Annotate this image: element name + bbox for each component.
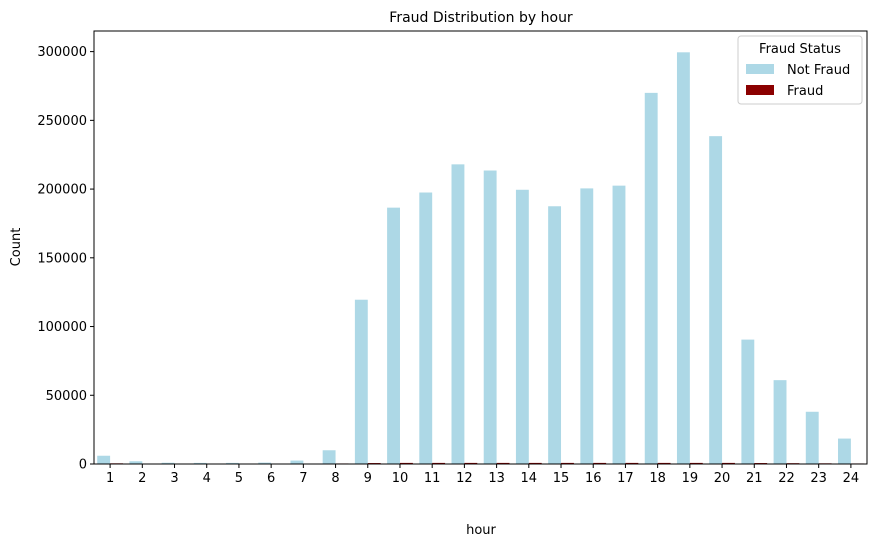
legend-title: Fraud Status [759, 42, 841, 57]
x-tick-label: 8 [331, 471, 339, 486]
bar-not-fraud-hour-5 [226, 462, 239, 464]
bars-layer [97, 52, 864, 465]
x-tick-label: 5 [235, 471, 243, 486]
y-tick-label: 100000 [37, 320, 87, 335]
x-tick-label: 3 [170, 471, 178, 486]
bar-not-fraud-hour-12 [451, 164, 465, 464]
bar-not-fraud-hour-17 [612, 185, 626, 464]
x-tick-label: 9 [364, 471, 372, 486]
bar-not-fraud-hour-15 [548, 206, 562, 464]
x-tick-label: 19 [682, 471, 699, 486]
y-axis: 0 50000 100000 150000 200000 250000 300000 [37, 45, 94, 473]
bar-not-fraud-hour-19 [676, 52, 690, 465]
bar-fraud-hour-10 [399, 462, 413, 464]
x-tick-label: 14 [521, 471, 538, 486]
y-tick-label: 250000 [37, 114, 87, 129]
x-tick-label: 23 [810, 471, 827, 486]
bar-fraud-hour-11 [432, 462, 446, 464]
bar-not-fraud-hour-14 [515, 189, 529, 464]
bar-not-fraud-hour-11 [419, 192, 433, 464]
y-tick-label: 150000 [37, 251, 87, 266]
y-tick-label: 50000 [46, 389, 87, 404]
bar-not-fraud-hour-9 [354, 299, 368, 464]
legend: Fraud Status Not Fraud Fraud [737, 35, 863, 105]
bar-not-fraud-hour-4 [193, 462, 207, 464]
x-tick-label: 12 [456, 471, 473, 486]
bar-fraud-hour-14 [528, 462, 542, 464]
x-tick-label: 7 [299, 471, 307, 486]
legend-swatch-not-fraud [746, 64, 774, 74]
y-axis-label: Count [9, 228, 24, 267]
x-tick-label: 20 [714, 471, 731, 486]
bar-not-fraud-hour-18 [644, 92, 658, 465]
bar-not-fraud-hour-2 [129, 461, 143, 464]
bar-fraud-hour-12 [464, 462, 478, 464]
x-tick-label: 10 [392, 471, 409, 486]
bar-not-fraud-hour-3 [161, 462, 175, 464]
bar-fraud-hour-20 [722, 462, 735, 464]
x-tick-label: 21 [746, 471, 763, 486]
bar-not-fraud-hour-24 [838, 438, 851, 464]
x-tick-label: 16 [585, 471, 602, 486]
x-tick-label: 4 [203, 471, 211, 486]
bar-fraud-hour-15 [561, 462, 574, 464]
bar-not-fraud-hour-6 [258, 462, 272, 464]
bar-not-fraud-hour-8 [322, 450, 336, 464]
y-tick-label: 200000 [37, 183, 87, 198]
bar-fraud-hour-19 [689, 462, 703, 464]
bar-not-fraud-hour-10 [387, 207, 400, 464]
bar-not-fraud-hour-21 [741, 339, 755, 464]
x-axis: 1 2 3 4 5 6 7 8 9 10 11 12 13 14 15 16 17 18 19 20 21 22 23 24 [106, 464, 859, 486]
legend-label-fraud: Fraud [787, 84, 823, 99]
x-tick-label: 22 [778, 471, 795, 486]
bar-not-fraud-hour-7 [290, 460, 304, 464]
y-tick-label: 0 [79, 458, 87, 473]
bar-not-fraud-hour-23 [805, 411, 819, 464]
x-tick-label: 17 [617, 471, 634, 486]
bar-fraud-hour-16 [593, 462, 607, 464]
bar-not-fraud-hour-13 [483, 170, 497, 464]
bar-not-fraud-hour-1 [97, 455, 111, 464]
legend-swatch-fraud [746, 85, 774, 95]
plot-frame [93, 30, 868, 465]
bar-fraud-hour-18 [657, 462, 671, 464]
x-tick-label: 2 [138, 471, 146, 486]
x-tick-label: 11 [424, 471, 441, 486]
x-axis-label: hour [466, 523, 496, 538]
x-tick-label: 13 [488, 471, 505, 486]
x-tick-label: 18 [649, 471, 666, 486]
bar-fraud-hour-13 [496, 462, 510, 464]
x-tick-label: 15 [553, 471, 570, 486]
y-tick-label: 300000 [37, 45, 87, 60]
bar-not-fraud-hour-16 [580, 188, 594, 464]
x-tick-label: 1 [106, 471, 114, 486]
bar-fraud-hour-17 [625, 462, 639, 464]
x-tick-label: 24 [843, 471, 860, 486]
legend-label-not-fraud: Not Fraud [787, 63, 850, 78]
x-tick-label: 6 [267, 471, 275, 486]
chart-title: Fraud Distribution by hour [389, 10, 573, 26]
bar-not-fraud-hour-22 [773, 380, 787, 464]
bar-not-fraud-hour-20 [709, 136, 723, 464]
